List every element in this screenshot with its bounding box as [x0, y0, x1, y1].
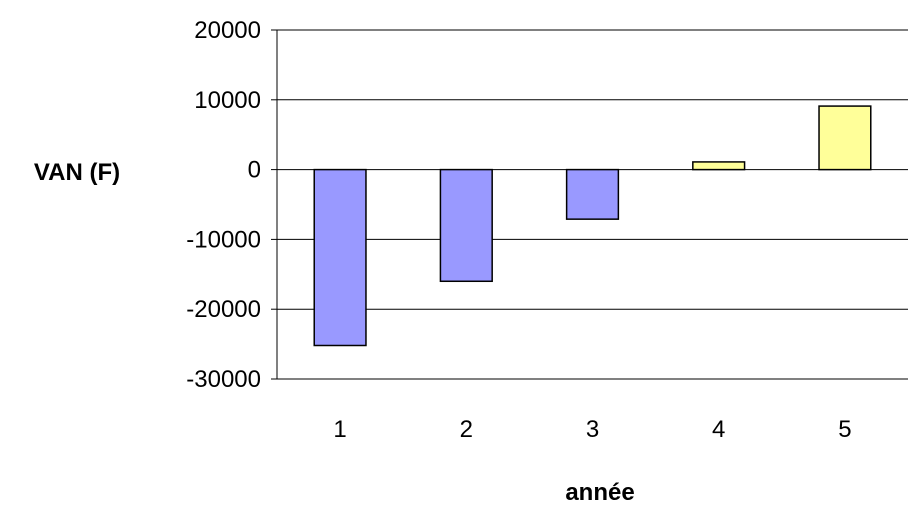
x-tick-label: 3 [586, 416, 599, 443]
y-axis-title: VAN (F) [34, 159, 120, 186]
y-tick-label: -30000 [186, 366, 261, 393]
x-axis-title: année [565, 479, 634, 506]
y-tick-label: -20000 [186, 296, 261, 323]
bars [313, 105, 872, 347]
bar-4 [692, 161, 746, 171]
bar-5 [818, 105, 872, 171]
bar-2 [439, 168, 493, 283]
y-tick-label: 20000 [194, 17, 261, 44]
x-tick-label: 5 [838, 416, 851, 443]
y-tick-label: 0 [248, 157, 261, 184]
tick-labels: 20000 10000 0 -10000 -20000 -30000 1 2 3 4 5 [186, 17, 851, 443]
x-tick-label: 1 [333, 416, 346, 443]
bar-1 [313, 168, 367, 347]
x-tick-label: 2 [460, 416, 473, 443]
x-tick-label: 4 [712, 416, 725, 443]
axes [271, 29, 278, 380]
y-tick-label: -10000 [186, 226, 261, 253]
y-tick-label: 10000 [194, 87, 261, 114]
bar-3 [565, 168, 620, 220]
